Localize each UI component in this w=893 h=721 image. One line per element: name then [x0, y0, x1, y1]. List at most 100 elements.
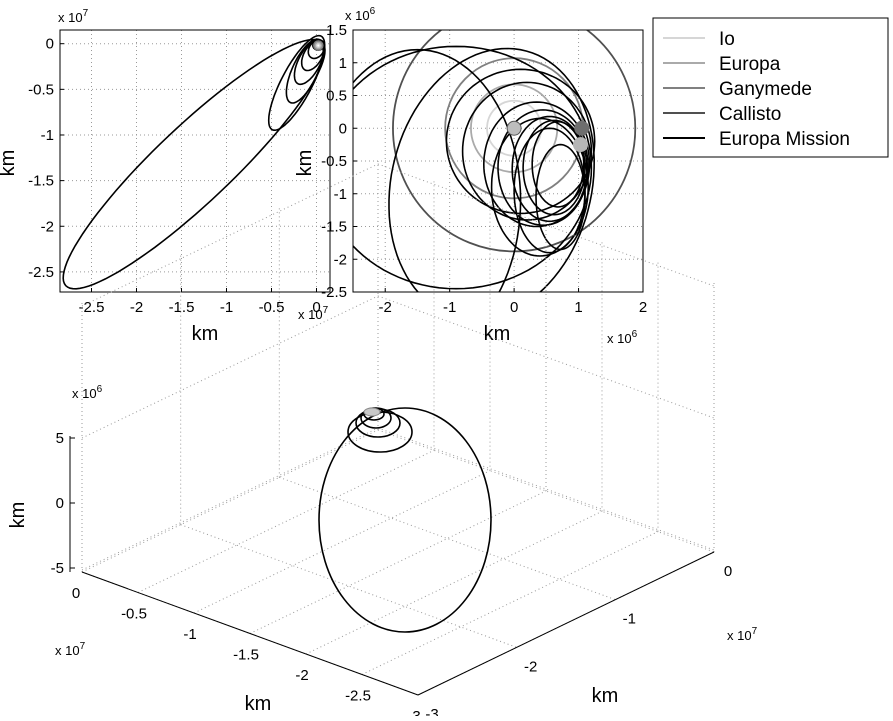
- z-tick-label: 5: [56, 430, 64, 447]
- x-tick-label: -1.5: [169, 299, 195, 316]
- bottom-3d-trajectory: [318, 407, 492, 633]
- y-tick-label: -0.5: [321, 153, 347, 170]
- bottom-3d-ticks: 0 -0.5 -1 -1.5 -2 -2.5 -3 0 -1 -2 -3 5 0 -5: [51, 430, 733, 721]
- x-tick-label: -2.5: [79, 299, 105, 316]
- y-tick-label: -0.5: [28, 81, 54, 98]
- bottom-x-label: km: [245, 693, 272, 715]
- z-tick-label: 0: [56, 495, 64, 512]
- legend: Io Europa Ganymede Callisto Europa Mission: [652, 17, 889, 158]
- y-tick-label: 0: [46, 36, 54, 53]
- x-tick-label: -0.5: [121, 606, 147, 623]
- y-tick-label: 1: [339, 55, 347, 72]
- x-axis-line: [81, 571, 419, 696]
- trajectory-loop-5: [307, 39, 326, 60]
- left-wall-zline: [81, 295, 379, 439]
- trajectory-loop-0: [62, 38, 326, 290]
- europa-marker: [572, 137, 588, 153]
- trajectory-loop-1: [497, 109, 590, 227]
- floor-gridline-x: [137, 449, 435, 593]
- trajectory-loop-7: [535, 143, 586, 251]
- trajectory-loop-9: [445, 68, 596, 215]
- moon-orbit-small: [314, 41, 323, 50]
- top-left-orbit-plot: -2.5 -2 -1.5 -1 -0.5 0 -2.5 -2 -1.5 -1 -0.5 0 x 107…: [0, 8, 331, 345]
- trajectory-loop-8: [461, 81, 593, 221]
- ganymede-marker: [574, 120, 590, 136]
- y-tick-label: -2.5: [321, 284, 347, 301]
- left-wall-zline: [81, 427, 379, 571]
- y-tick-label: -2: [524, 658, 537, 675]
- top-left-y-label: km: [0, 150, 19, 177]
- y-axis-line: [417, 551, 715, 696]
- x-tick-label: -1.5: [233, 647, 259, 664]
- top-left-ticks: -2.5 -2 -1.5 -1 -0.5 0 -2.5 -2 -1.5 -1 -0.5 0: [28, 36, 321, 316]
- x-tick-label: -2.5: [345, 688, 371, 705]
- legend-label: Callisto: [719, 104, 781, 125]
- y-tick-label: 0.5: [326, 88, 347, 105]
- top-right-ticks: -2 -1 0 1 2 -2.5 -2 -1.5 -1 -0.5 0 0.5 1 1.5: [321, 22, 647, 316]
- bottom-y-exponent: x 107: [727, 626, 758, 643]
- floor-gridline-x: [305, 510, 603, 655]
- floor-gridline-x: [81, 429, 379, 573]
- moon-orbit-small: [315, 42, 321, 49]
- jupiter-marker: [506, 120, 522, 136]
- left-wall-zline: [81, 163, 379, 307]
- trajectory-loop-12: [353, 48, 522, 292]
- trajectory-loop-10: [388, 47, 596, 292]
- top-left-trajectory: [62, 34, 326, 290]
- x-tick-label: -2: [130, 299, 143, 316]
- top-right-y-label: km: [294, 150, 316, 177]
- x-tick-label: 0: [510, 299, 518, 316]
- bottom-z-exponent: x 106: [72, 384, 103, 401]
- x-tick-label: 0: [312, 299, 320, 316]
- bottom-y-label: km: [592, 685, 619, 707]
- trajectory-3d-loop-0: [318, 407, 492, 633]
- x-tick-label: -2: [295, 667, 308, 684]
- trajectory-loop-2: [511, 115, 588, 223]
- y-tick-label: -2: [41, 218, 54, 235]
- trajectory-loop-11: [353, 45, 593, 290]
- z-tick-label: -5: [51, 560, 64, 577]
- floor-gridline-y: [279, 476, 616, 601]
- y-tick-label: 0: [339, 120, 347, 137]
- floor-gridline-x: [361, 531, 659, 675]
- legend-label: Europa Mission: [719, 129, 850, 150]
- top-left-x-exponent: x 107: [298, 305, 329, 322]
- top-left-y-exponent: x 107: [58, 8, 89, 25]
- x-tick-label: -3: [407, 708, 420, 716]
- y-tick-label: -2: [334, 251, 347, 268]
- legend-label: Ganymede: [719, 79, 812, 100]
- y-tick-label: -1.5: [28, 173, 54, 190]
- y-tick-label: -1: [41, 127, 54, 144]
- x-tick-label: 0: [72, 585, 80, 602]
- x-tick-label: -2: [379, 299, 392, 316]
- x-tick-label: -1: [443, 299, 456, 316]
- floor-gridline-x: [193, 470, 491, 614]
- bottom-x-exponent: x 107: [55, 641, 86, 658]
- top-left-grid: [60, 30, 330, 292]
- y-tick-label: 1.5: [326, 22, 347, 39]
- bottom-z-label: km: [7, 502, 29, 529]
- x-tick-label: -1: [220, 299, 233, 316]
- top-right-x-label: km: [484, 323, 511, 345]
- legend-label: Europa: [719, 54, 781, 75]
- x-tick-label: -1: [183, 626, 196, 643]
- trajectory-loop-6: [513, 127, 586, 254]
- y-tick-label: -1.5: [321, 219, 347, 236]
- top-right-trajectory: [353, 30, 637, 292]
- x-tick-label: 2: [639, 299, 647, 316]
- floor-gridline-x: [249, 490, 547, 634]
- y-tick-label: -2.5: [28, 264, 54, 281]
- top-left-x-label: km: [192, 323, 219, 345]
- y-tick-label: -3: [425, 706, 438, 716]
- x-tick-label: 1: [574, 299, 582, 316]
- moon-orbit-small: [313, 40, 324, 51]
- top-right-y-exponent: x 106: [345, 6, 376, 23]
- y-tick-label: 0: [724, 563, 732, 580]
- top-right-orbit-plot: -2 -1 0 1 2 -2.5 -2 -1.5 -1 -0.5 0 0.5 1 1.5 x 106 x …: [294, 6, 647, 346]
- floor-gridline-y: [180, 524, 517, 648]
- legend-label: Io: [719, 29, 735, 50]
- top-left-axes-box: [59, 29, 331, 293]
- y-tick-label: -1: [334, 186, 347, 203]
- x-tick-label: -0.5: [259, 299, 285, 316]
